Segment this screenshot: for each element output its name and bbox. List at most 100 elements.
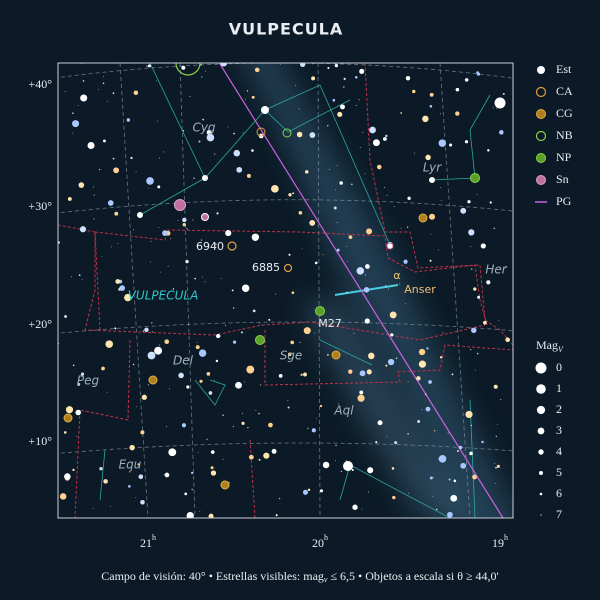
footer: Campo de visión: 40° • Estrellas visible… (101, 569, 498, 584)
star (394, 441, 398, 445)
star (150, 241, 152, 243)
star (334, 64, 339, 68)
star (67, 197, 72, 201)
star (206, 133, 215, 142)
star (395, 357, 398, 360)
star (317, 99, 319, 101)
star (450, 494, 458, 502)
star (480, 243, 486, 249)
star (232, 307, 235, 309)
star (333, 206, 337, 210)
star (351, 183, 353, 186)
star (311, 428, 316, 433)
star (346, 246, 347, 248)
star (215, 359, 219, 363)
star (157, 120, 158, 122)
star (165, 425, 167, 427)
star (235, 381, 242, 389)
legend-symbol (535, 86, 547, 98)
legend-label: PG (556, 194, 572, 208)
star (202, 118, 205, 121)
star (251, 233, 260, 241)
star (206, 372, 211, 376)
star (438, 249, 440, 251)
footer-sub: v (324, 575, 328, 584)
constellation-label: Del (173, 354, 194, 368)
star (359, 370, 366, 377)
star (247, 426, 249, 429)
star (198, 140, 201, 143)
star (258, 458, 261, 461)
star (336, 248, 340, 252)
star (386, 194, 388, 196)
star (242, 132, 244, 134)
star (343, 77, 346, 81)
star (455, 111, 460, 116)
magnitude-symbol (539, 471, 543, 475)
star (71, 276, 72, 278)
star (376, 164, 382, 170)
star (355, 104, 357, 106)
star (340, 104, 345, 110)
ra-unit: h (504, 533, 508, 542)
star (356, 267, 365, 275)
star (144, 327, 149, 333)
star (192, 219, 194, 221)
star (335, 460, 337, 462)
star (157, 185, 161, 189)
star (505, 265, 507, 268)
legend-symbol (535, 130, 547, 142)
ra-value: 21 (140, 536, 152, 550)
star (418, 360, 427, 368)
star (307, 488, 311, 492)
star (132, 229, 134, 231)
star (178, 372, 184, 379)
title: VULPECULA (229, 20, 344, 39)
star (191, 488, 193, 491)
star (160, 271, 162, 273)
star (93, 218, 95, 220)
star (210, 470, 217, 476)
magnitude-symbol (535, 362, 547, 374)
star (385, 364, 388, 367)
star (430, 233, 432, 235)
star (455, 87, 460, 92)
star (464, 78, 469, 82)
star (98, 168, 101, 171)
star (387, 358, 395, 366)
star (407, 196, 411, 200)
constellation-label: Her (485, 263, 507, 277)
star (314, 261, 318, 265)
star (359, 147, 361, 149)
star (98, 89, 99, 91)
star (260, 384, 262, 386)
star (288, 193, 292, 197)
star (106, 101, 108, 103)
star (287, 352, 292, 357)
star (406, 226, 409, 228)
star (119, 285, 126, 291)
star (114, 211, 119, 216)
star (255, 410, 257, 411)
star (246, 90, 249, 92)
magnitude-legend: 0 1 2 3 4 5 6 7 (535, 360, 562, 521)
legend-label: Sn (556, 172, 569, 186)
star (186, 228, 188, 230)
star (460, 207, 467, 214)
star (335, 189, 337, 191)
star (124, 293, 132, 302)
star (476, 352, 479, 355)
star (194, 277, 196, 280)
star (364, 274, 366, 276)
star (222, 458, 224, 460)
star (309, 219, 316, 226)
star (158, 226, 160, 228)
star (447, 511, 453, 518)
magnitude-symbol (540, 514, 542, 516)
star (186, 385, 190, 389)
star (303, 372, 307, 377)
star (185, 259, 189, 264)
star (453, 479, 457, 483)
star (438, 455, 447, 463)
star (64, 315, 67, 318)
